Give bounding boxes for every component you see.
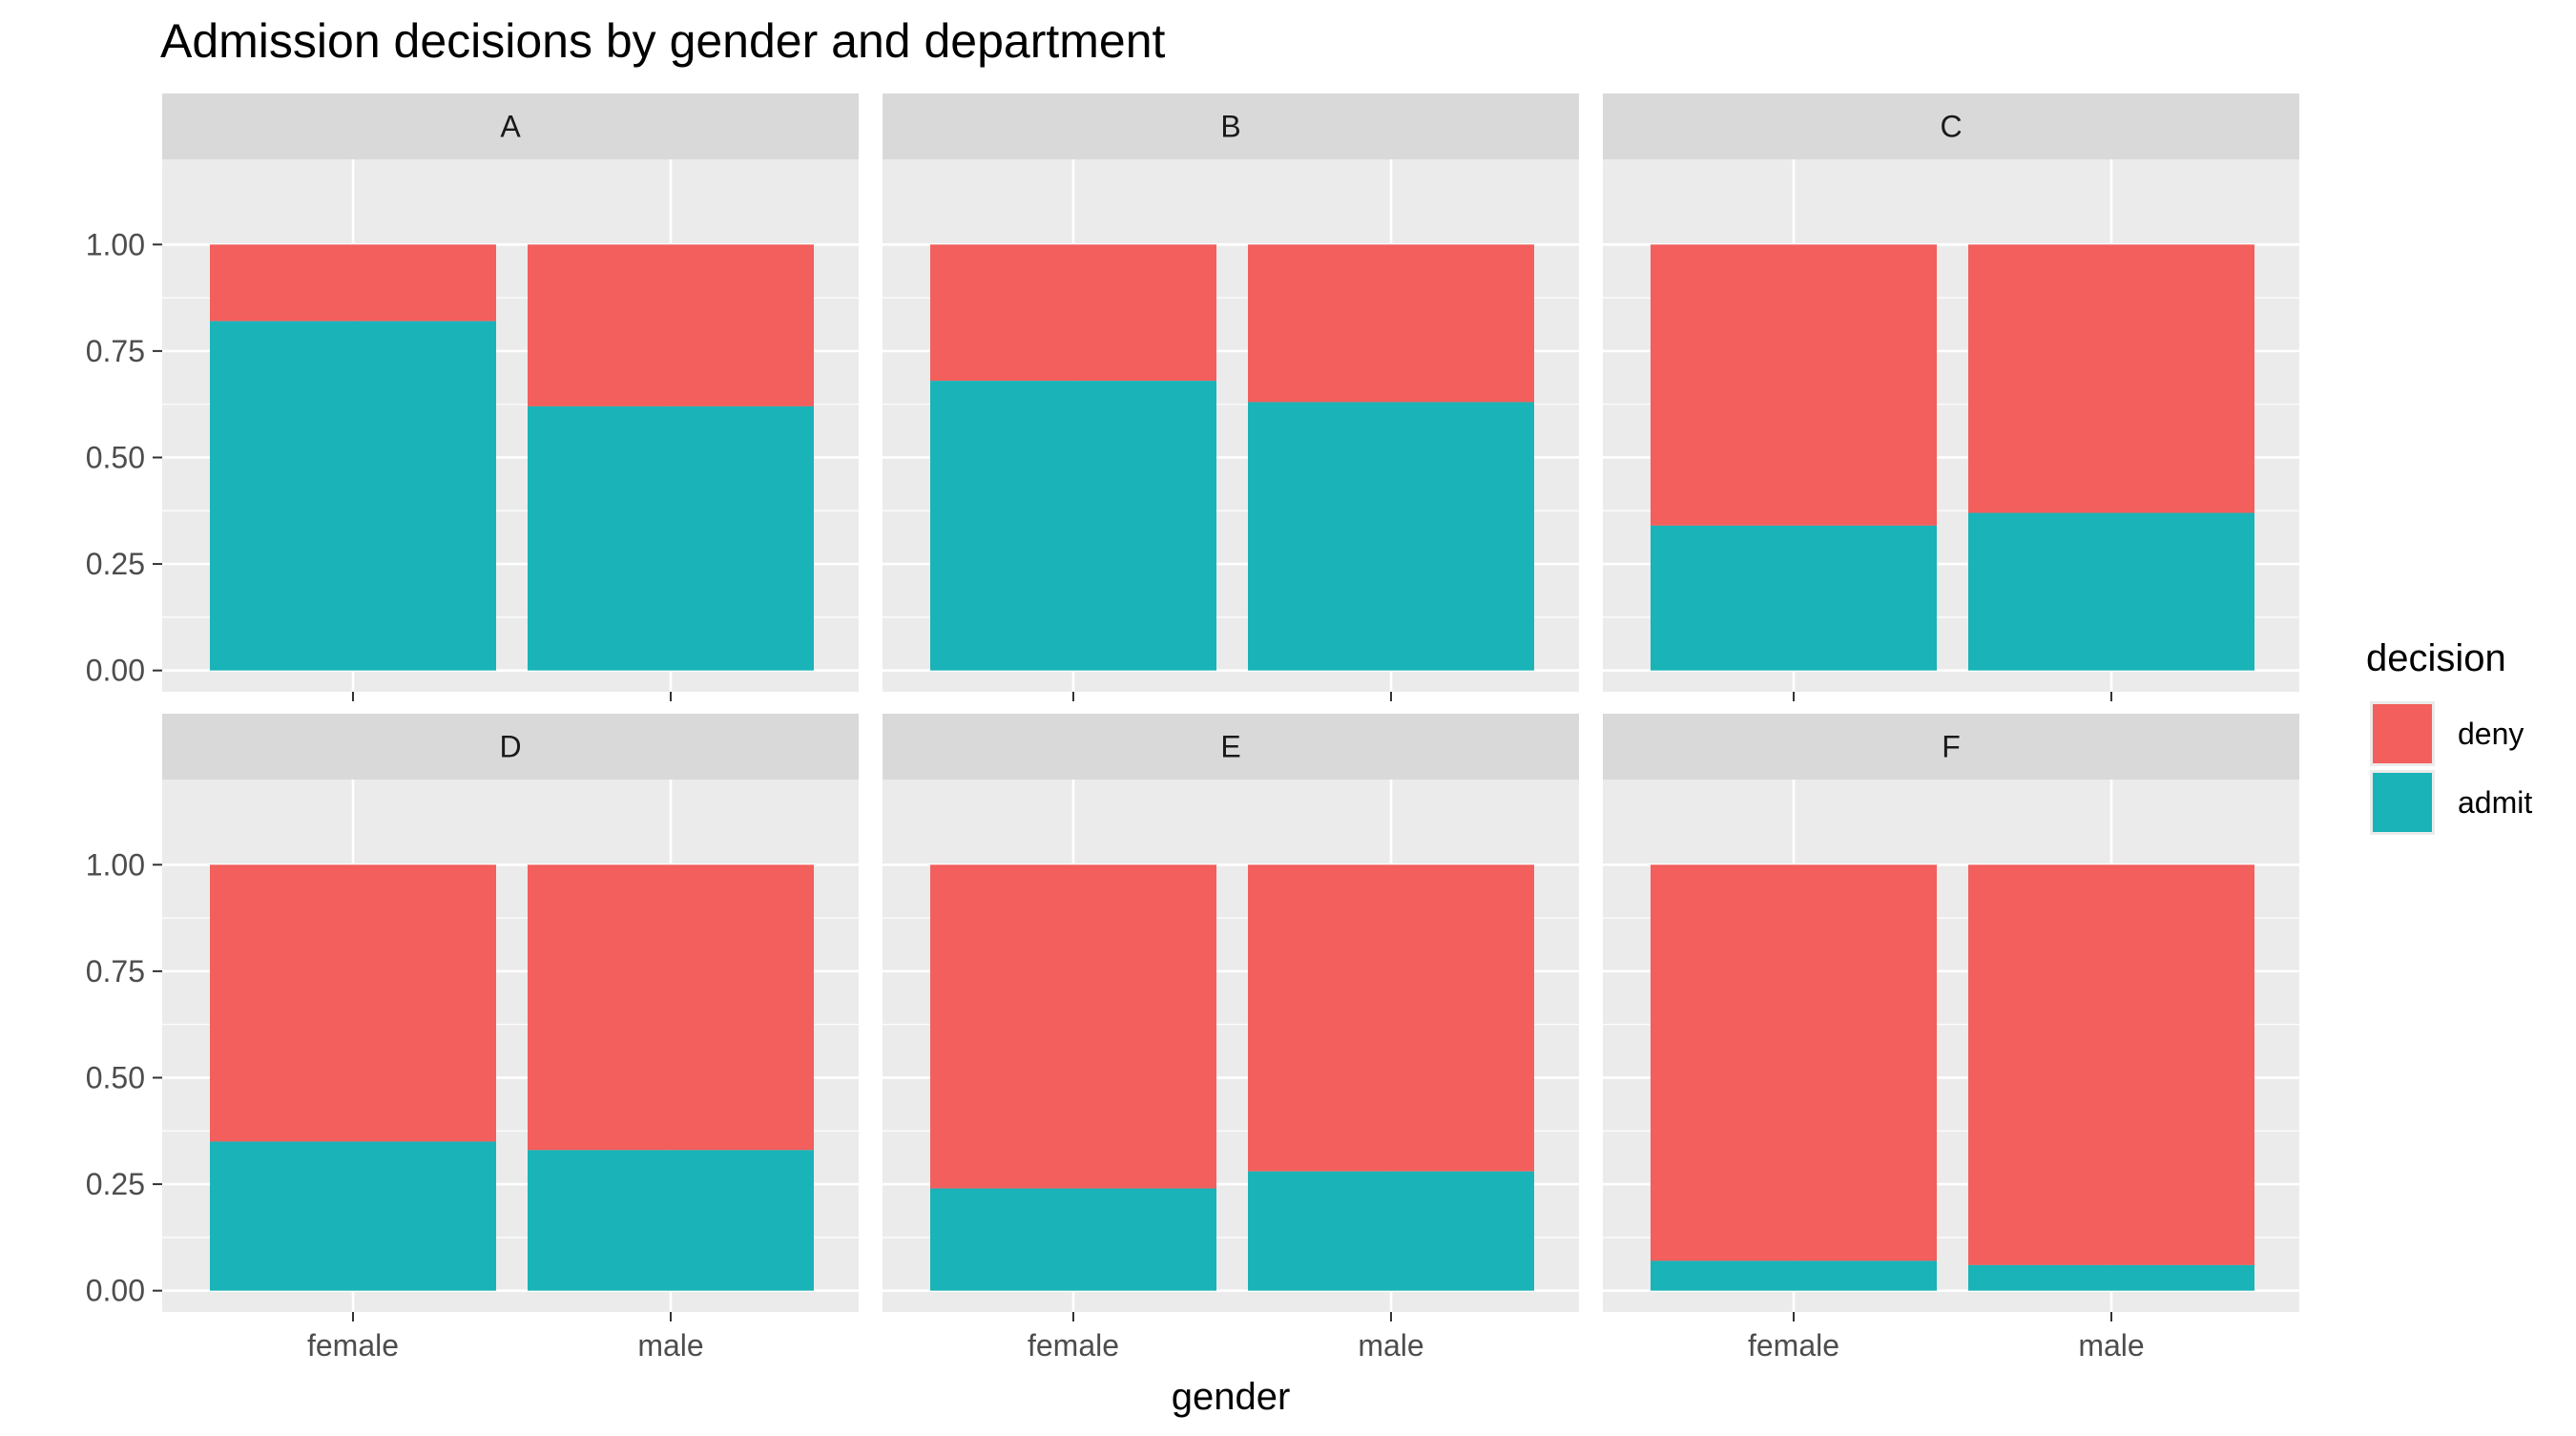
y-tick-label: 0.25 <box>86 1167 145 1201</box>
bar-admit-b-female <box>930 381 1216 671</box>
bar-deny-d-female <box>210 864 496 1142</box>
legend-items: deny admit <box>2370 701 2532 835</box>
y-tick-label: 0.00 <box>86 1274 145 1308</box>
bar-deny-a-female <box>210 244 496 322</box>
bar-deny-e-male <box>1248 864 1534 1172</box>
bar-deny-b-female <box>930 244 1216 382</box>
facet-panel-d: D 0.00 0.25 0.50 0.75 1.00 female male <box>86 714 859 1363</box>
bar-admit-e-female <box>930 1188 1216 1291</box>
x-tick-label: male <box>637 1328 703 1363</box>
facet-strip-label: C <box>1940 110 1962 144</box>
bar-deny-c-male <box>1968 244 2254 513</box>
bar-deny-c-female <box>1651 244 1937 526</box>
bar-deny-d-male <box>528 864 814 1151</box>
facet-strip <box>1603 714 2299 780</box>
bar-admit-c-female <box>1651 525 1937 671</box>
x-tick-label: male <box>2078 1328 2144 1363</box>
x-tick-label: male <box>1358 1328 1423 1363</box>
bar-admit-a-male <box>528 406 814 671</box>
x-tick-label: female <box>307 1328 399 1363</box>
bar-deny-e-female <box>930 864 1216 1189</box>
bar-admit-f-male <box>1968 1264 2254 1291</box>
legend-title: decision <box>2366 637 2506 679</box>
facet-strip <box>883 714 1579 780</box>
bar-admit-c-male <box>1968 512 2254 671</box>
y-tick-label: 0.75 <box>86 954 145 989</box>
bar-admit-d-male <box>528 1150 814 1291</box>
facet-strip-label: E <box>1220 730 1240 764</box>
facet-strip-label: B <box>1220 110 1240 144</box>
bar-admit-a-female <box>210 321 496 671</box>
bar-deny-b-male <box>1248 244 1534 403</box>
facet-strip <box>162 94 859 159</box>
legend-swatch-deny <box>2373 704 2432 763</box>
facet-panel-a: A 0.00 0.25 0.50 0.75 1.00 <box>86 94 859 701</box>
legend-label-deny: deny <box>2458 717 2524 751</box>
x-tick-label: female <box>1028 1328 1119 1363</box>
chart-title: Admission decisions by gender and depart… <box>160 14 1166 68</box>
y-tick-label: 0.50 <box>86 440 145 474</box>
y-tick-label: 0.50 <box>86 1060 145 1094</box>
y-tick-label: 0.75 <box>86 334 145 368</box>
legend: decision deny admit <box>2366 637 2532 835</box>
bar-admit-e-male <box>1248 1171 1534 1291</box>
bar-admit-b-male <box>1248 402 1534 671</box>
facet-panel-b: B <box>883 94 1579 701</box>
legend-swatch-admit <box>2373 773 2432 832</box>
facet-strip-label: D <box>499 730 521 764</box>
bar-deny-f-male <box>1968 864 2254 1265</box>
facet-panel-c: C <box>1603 94 2299 701</box>
facet-strip-label: F <box>1942 730 1961 764</box>
facet-strip <box>1603 94 2299 159</box>
y-tick-label: 1.00 <box>86 227 145 261</box>
bar-deny-f-female <box>1651 864 1937 1261</box>
facet-strip <box>883 94 1579 159</box>
facet-panels: A 0.00 0.25 0.50 0.75 1.00 B C D 0.00 0.25 0.50 0.75… <box>86 94 2299 1363</box>
x-axis-title: gender <box>1172 1376 1291 1418</box>
bar-admit-d-female <box>210 1141 496 1291</box>
y-tick-label: 0.00 <box>86 654 145 688</box>
bar-deny-a-male <box>528 244 814 406</box>
y-tick-label: 0.25 <box>86 547 145 581</box>
x-tick-label: female <box>1748 1328 1839 1363</box>
legend-label-admit: admit <box>2458 785 2532 820</box>
bar-admit-f-female <box>1651 1260 1937 1291</box>
facet-strip-label: A <box>500 110 521 144</box>
y-tick-label: 1.00 <box>86 847 145 882</box>
facet-strip <box>162 714 859 780</box>
